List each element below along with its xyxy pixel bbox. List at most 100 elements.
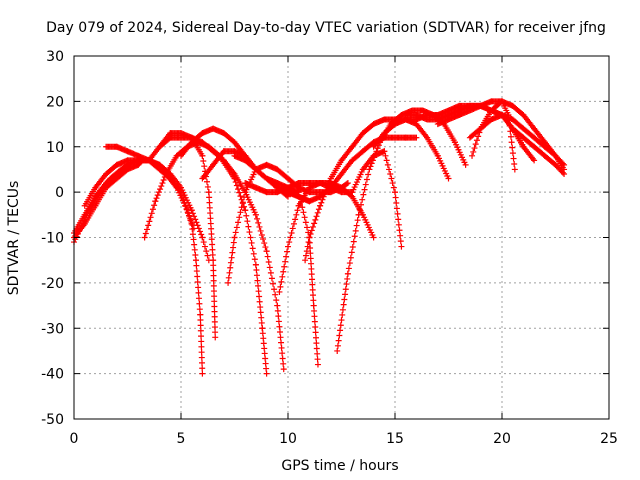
data-point-marker xyxy=(312,216,319,223)
data-point-marker xyxy=(237,193,244,200)
data-point-marker xyxy=(470,148,477,155)
x-tick-label: 0 xyxy=(70,431,79,447)
data-point-marker xyxy=(342,291,349,298)
data-point-marker xyxy=(324,184,331,191)
data-point-marker xyxy=(152,198,159,205)
data-point-marker xyxy=(510,155,517,162)
data-point-marker xyxy=(73,233,80,240)
data-point-marker xyxy=(191,241,198,248)
data-point-marker xyxy=(321,190,328,197)
data-point-marker xyxy=(157,186,164,193)
data-point-marker xyxy=(261,345,268,352)
data-point-marker xyxy=(294,207,301,214)
data-point-marker xyxy=(205,189,212,196)
data-point-marker xyxy=(396,227,403,234)
data-point-marker xyxy=(387,170,394,177)
data-point-marker xyxy=(159,180,166,187)
data-point-marker xyxy=(355,211,362,218)
data-point-marker xyxy=(307,250,314,257)
data-point-marker xyxy=(306,239,313,246)
data-point-marker xyxy=(211,313,218,320)
data-point-marker xyxy=(325,181,332,188)
data-point-marker xyxy=(198,231,205,238)
data-point-marker xyxy=(508,139,515,146)
data-point-marker xyxy=(397,238,404,245)
data-point-marker xyxy=(348,249,355,256)
data-point-marker xyxy=(231,234,238,241)
data-point-marker xyxy=(318,199,325,206)
data-point-marker xyxy=(282,258,289,265)
data-point-marker xyxy=(311,220,318,227)
data-points xyxy=(71,98,568,377)
data-point-marker xyxy=(302,219,309,226)
data-point-marker xyxy=(194,278,201,285)
data-point-marker xyxy=(146,218,153,225)
data-point-marker xyxy=(195,295,202,302)
data-point-marker xyxy=(308,227,315,234)
data-point-marker xyxy=(365,171,372,178)
data-point-marker xyxy=(160,177,167,184)
data-point-marker xyxy=(192,257,199,264)
data-point-marker xyxy=(260,335,267,342)
data-point-marker xyxy=(413,134,420,141)
data-point-marker xyxy=(323,187,330,194)
data-point-marker xyxy=(198,343,205,350)
y-tick-label: -20 xyxy=(41,276,64,292)
data-point-marker xyxy=(147,214,154,221)
data-point-marker xyxy=(303,248,310,255)
data-point-marker xyxy=(511,166,518,173)
data-point-marker xyxy=(194,273,201,280)
data-point-marker xyxy=(235,219,242,226)
data-point-marker xyxy=(206,199,213,206)
x-tick-label: 15 xyxy=(386,431,404,447)
data-point-marker xyxy=(236,214,243,221)
data-point-marker xyxy=(309,223,316,230)
data-point-marker xyxy=(262,355,269,362)
data-point-marker xyxy=(388,175,395,182)
data-point-marker xyxy=(383,157,390,164)
data-point-marker xyxy=(148,210,155,217)
data-point-marker xyxy=(273,297,280,304)
data-point-marker xyxy=(363,176,370,183)
data-point-marker xyxy=(158,183,165,190)
data-point-marker xyxy=(274,302,281,309)
data-point-marker xyxy=(197,228,204,235)
data-point-marker xyxy=(248,239,255,246)
data-point-marker xyxy=(258,231,265,238)
data-point-marker xyxy=(367,163,374,170)
data-point-marker xyxy=(200,158,207,165)
data-point-marker xyxy=(390,184,397,191)
data-point-marker xyxy=(308,265,315,272)
data-point-marker xyxy=(153,195,160,202)
data-point-marker xyxy=(230,239,237,246)
data-point-marker xyxy=(386,166,393,173)
data-point-marker xyxy=(255,219,262,226)
y-tick-label: 0 xyxy=(55,185,64,201)
data-point-marker xyxy=(398,243,405,250)
data-point-marker xyxy=(476,129,483,136)
data-point-marker xyxy=(206,194,213,201)
data-point-marker xyxy=(285,243,291,250)
data-point-marker xyxy=(307,255,314,262)
data-point-marker xyxy=(305,239,312,246)
data-point-marker xyxy=(245,223,252,230)
data-point-marker xyxy=(149,206,156,213)
data-point-marker xyxy=(190,236,197,243)
data-point-marker xyxy=(302,252,309,259)
series-track-22 xyxy=(466,111,568,173)
data-point-marker xyxy=(350,238,357,245)
chart-title: Day 079 of 2024, Sidereal Day-to-day VTE… xyxy=(46,20,606,36)
data-point-marker xyxy=(256,293,263,300)
data-point-marker xyxy=(195,289,202,296)
data-point-marker xyxy=(289,225,296,232)
data-point-marker xyxy=(351,233,358,240)
data-point-marker xyxy=(509,150,516,157)
data-point-marker xyxy=(268,275,275,282)
data-point-marker xyxy=(343,281,350,288)
data-point-marker xyxy=(319,196,326,203)
data-point-marker xyxy=(250,250,257,257)
data-point-marker xyxy=(279,273,286,280)
data-point-marker xyxy=(336,332,343,339)
